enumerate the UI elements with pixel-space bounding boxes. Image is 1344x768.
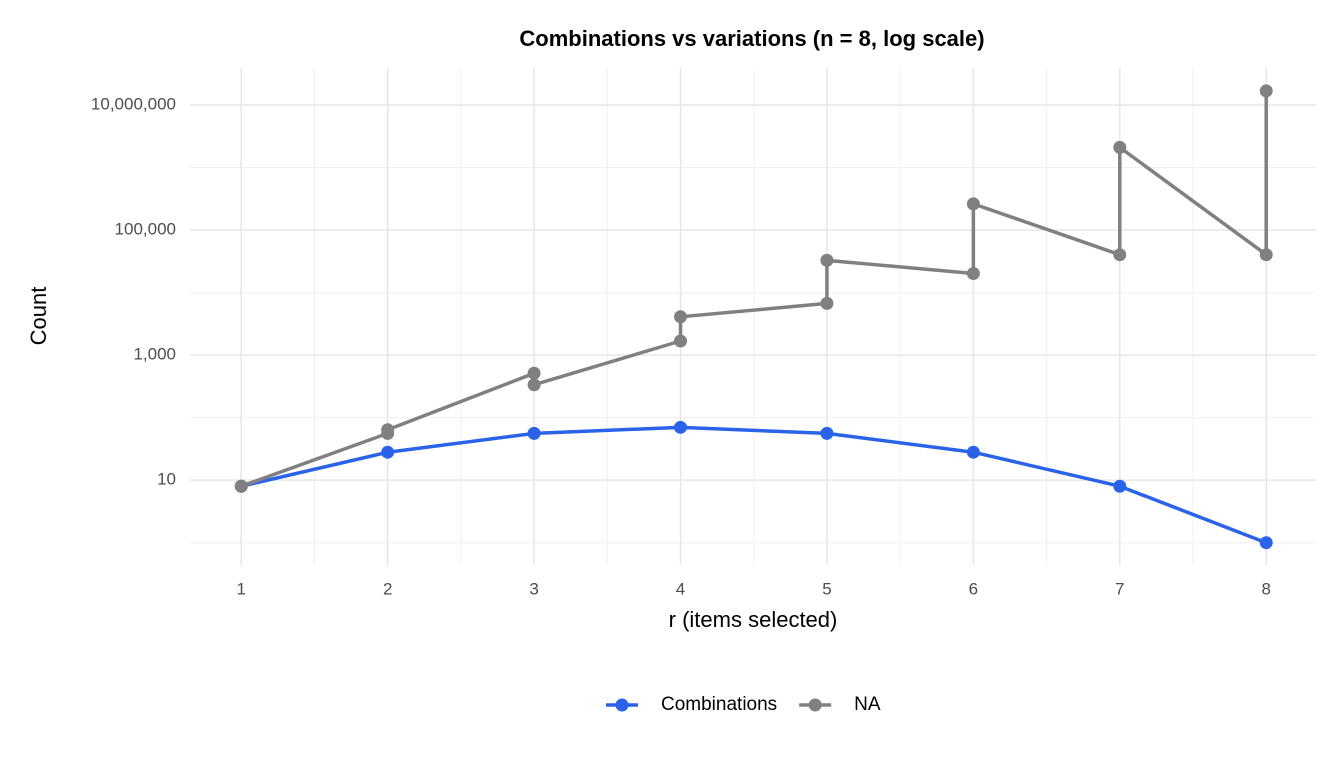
data-point xyxy=(820,296,834,310)
data-point xyxy=(1259,84,1273,98)
y-tick-label: 10,000,000 xyxy=(91,94,176,113)
y-tick-label: 10 xyxy=(157,470,176,489)
data-point xyxy=(1259,248,1273,262)
legend-marker xyxy=(615,698,629,712)
data-point xyxy=(966,197,980,211)
data-point xyxy=(1259,536,1273,550)
data-point xyxy=(527,426,541,440)
legend-label: Combinations xyxy=(661,694,777,715)
series-line xyxy=(240,425,1267,545)
data-point xyxy=(381,423,395,437)
data-point xyxy=(674,310,688,324)
data-point xyxy=(527,366,541,380)
x-tick-label: 1 xyxy=(237,579,246,598)
legend-marker xyxy=(808,698,822,712)
x-tick-label: 2 xyxy=(383,579,392,598)
data-point xyxy=(966,267,980,281)
x-tick-label: 3 xyxy=(529,579,538,598)
data-point xyxy=(1113,140,1127,154)
y-tick-label: 1,000 xyxy=(133,345,176,364)
y-axis-label: Count xyxy=(26,287,51,346)
x-tick-label: 7 xyxy=(1115,579,1124,598)
x-tick-label: 8 xyxy=(1261,579,1270,598)
data-point xyxy=(234,479,248,493)
chart-title: Combinations vs variations (n = 8, log s… xyxy=(519,26,984,51)
x-tick-label: 4 xyxy=(676,579,685,598)
y-tick-label: 100,000 xyxy=(115,220,176,239)
data-point xyxy=(820,253,834,267)
legend-label: NA xyxy=(854,694,881,715)
x-axis-label: r (items selected) xyxy=(669,607,838,632)
data-point xyxy=(966,445,980,459)
data-point xyxy=(674,334,688,348)
data-point xyxy=(527,378,541,392)
data-point xyxy=(381,445,395,459)
data-point xyxy=(820,426,834,440)
x-tick-label: 5 xyxy=(822,579,831,598)
data-point xyxy=(674,420,688,434)
x-tick-label: 6 xyxy=(969,579,978,598)
data-point xyxy=(1113,248,1127,262)
data-point xyxy=(1113,479,1127,493)
